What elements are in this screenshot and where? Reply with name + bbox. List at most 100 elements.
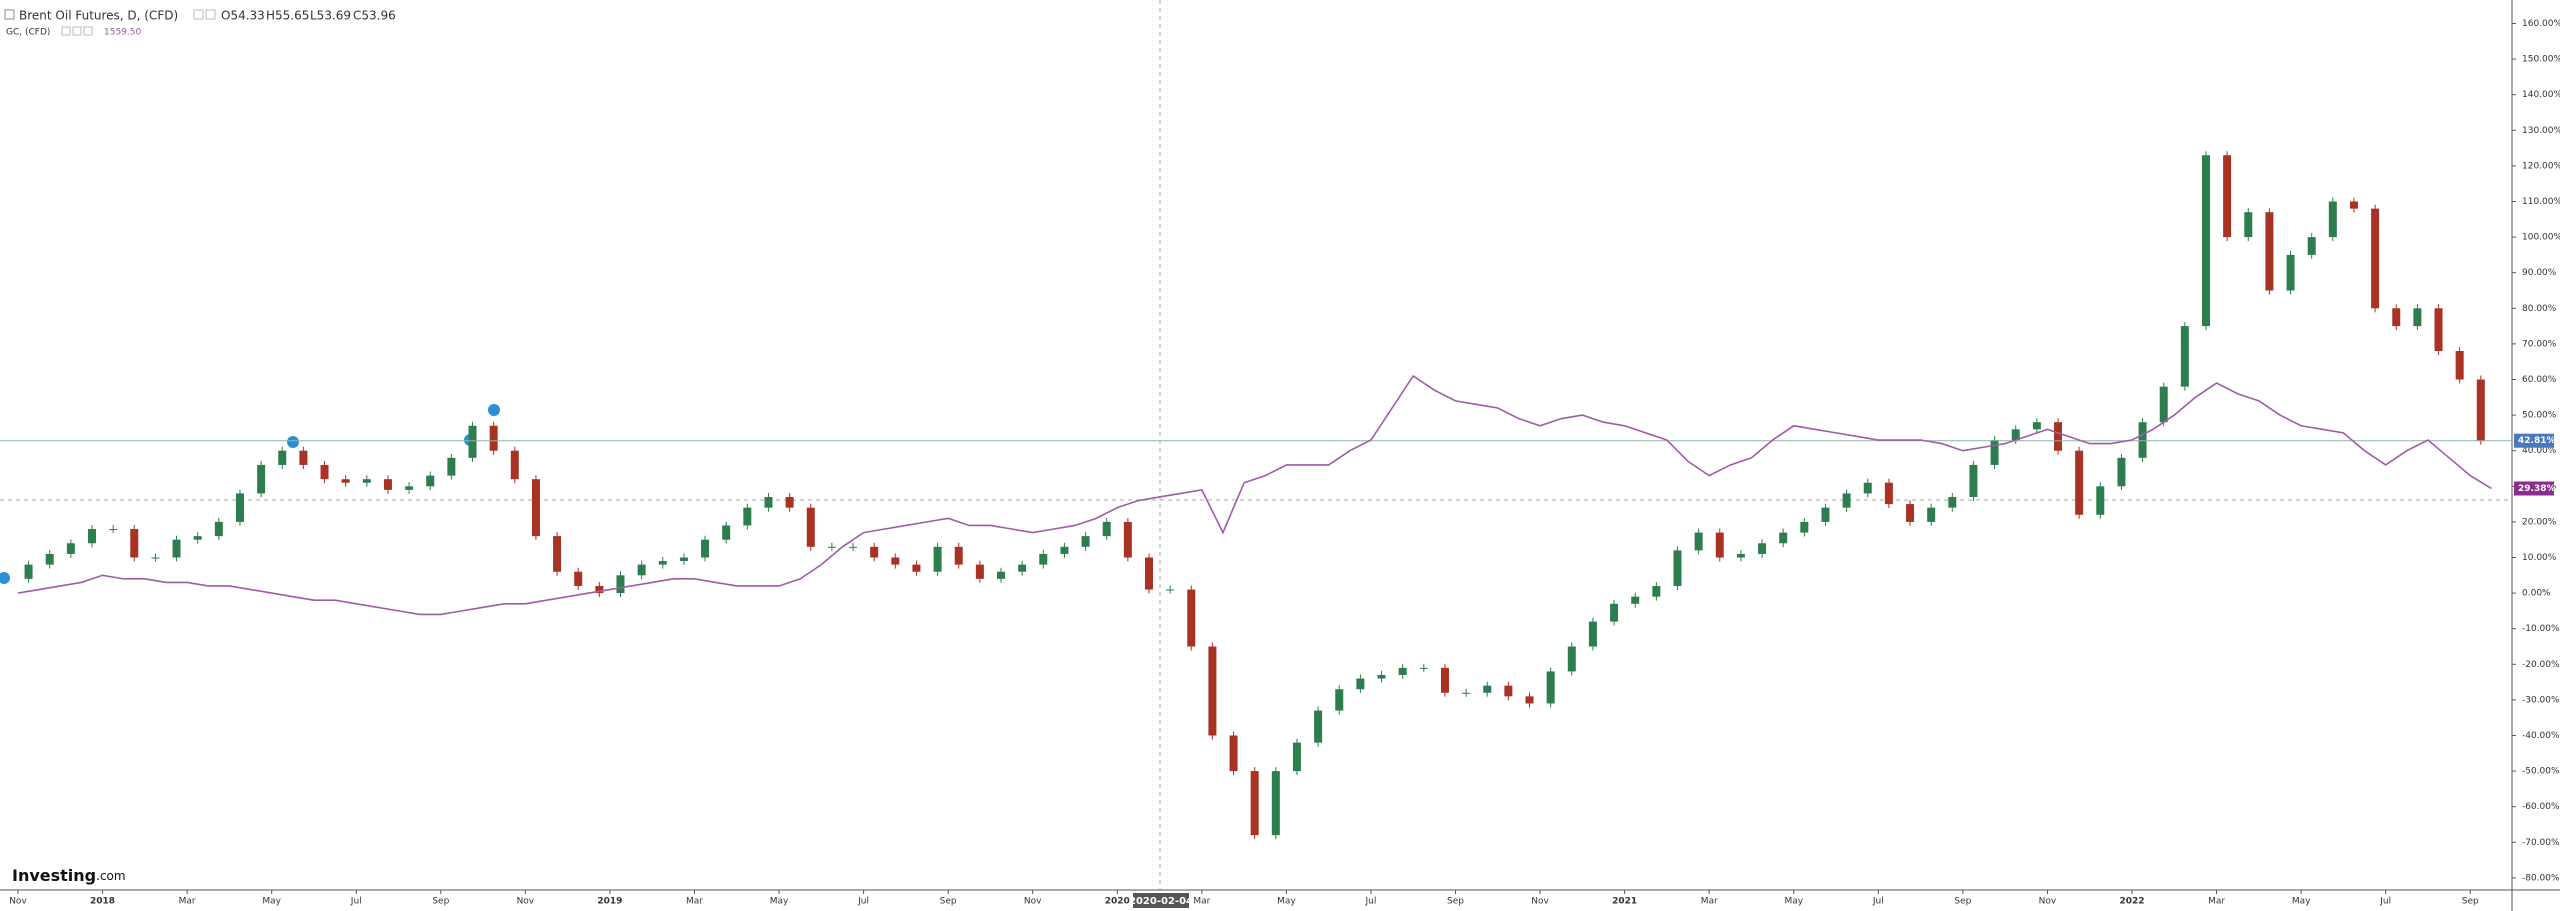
candle-body <box>1377 674 1386 679</box>
x-tick-label: Sep <box>940 897 957 907</box>
x-tick-label: Mar <box>1701 897 1718 907</box>
x-tick-label: Sep <box>2462 897 2479 907</box>
x-tick-label: 2018 <box>90 897 115 907</box>
event-marker[interactable] <box>287 436 299 448</box>
candle-body <box>1906 504 1915 522</box>
candle-body <box>1102 521 1111 537</box>
x-tick-label: Nov <box>9 897 27 907</box>
candle-body <box>595 585 604 594</box>
candle-body <box>1758 543 1767 554</box>
candle-body <box>1631 596 1640 604</box>
settings-icon[interactable] <box>193 9 204 20</box>
candle-body <box>743 507 752 526</box>
x-tick-label: May <box>2292 897 2311 907</box>
x-tick-label: Jul <box>1365 897 1377 907</box>
candle-body <box>1314 710 1323 743</box>
candle-body <box>1800 521 1809 533</box>
candle-body <box>2307 237 2316 255</box>
candle-body <box>1990 440 1999 465</box>
close-icon[interactable] <box>205 9 216 20</box>
candle-body <box>2054 422 2063 451</box>
y-tick-label: 120.00% <box>2522 161 2560 171</box>
last-price-label: 29.38% <box>2518 484 2556 494</box>
compare-title: GC, (CFD) <box>6 28 50 38</box>
y-tick-label: 40.00% <box>2522 446 2557 456</box>
y-tick-label: 150.00% <box>2522 55 2560 65</box>
y-tick-label: 0.00% <box>2522 589 2551 599</box>
candle-body <box>2349 201 2358 209</box>
x-tick-label: May <box>770 897 789 907</box>
candle-body <box>489 425 498 451</box>
x-tick-label: Mar <box>179 897 196 907</box>
candle-body <box>299 450 308 465</box>
candle-body <box>468 425 477 458</box>
candle-body <box>553 536 562 572</box>
candle-body <box>2159 386 2168 423</box>
candle-body <box>1250 771 1259 836</box>
x-tick-label: Nov <box>517 897 535 907</box>
x-tick-label: Nov <box>1531 897 1549 907</box>
candle-body <box>1821 507 1830 522</box>
candle-body <box>2265 212 2274 291</box>
x-tick-label: 2020 <box>1105 897 1130 907</box>
candle-body <box>1927 507 1936 522</box>
compare-last: 1559.50 <box>104 28 141 38</box>
candle-body <box>2434 308 2443 352</box>
candle-body <box>764 496 773 508</box>
y-tick-label: 90.00% <box>2522 268 2557 278</box>
x-tick-label: Jul <box>1872 897 1884 907</box>
candle-body <box>574 571 583 586</box>
candle-body <box>891 557 900 565</box>
candle-body <box>1504 685 1513 697</box>
candle-body <box>2413 308 2422 327</box>
candle-body <box>1652 585 1661 597</box>
x-tick-label: 2021 <box>1612 897 1637 907</box>
candle-body <box>45 553 54 565</box>
candle-body <box>870 546 879 558</box>
candle-body <box>341 479 350 483</box>
candle-body <box>24 564 33 579</box>
ohlc-close: C53.96 <box>353 9 396 23</box>
crosshair-label-box <box>1133 893 1189 908</box>
candle-body <box>637 564 646 576</box>
candle-body <box>2096 486 2105 515</box>
ohlc-open: O54.33 <box>221 9 265 23</box>
last-price-box <box>2514 481 2554 496</box>
candle-body <box>130 529 139 558</box>
candle-body <box>1208 646 1217 736</box>
x-tick-label: Mar <box>686 897 703 907</box>
logo-brand: Investing <box>12 866 96 885</box>
candle-body <box>1018 564 1027 572</box>
candle-body <box>2011 429 2020 441</box>
candle-body <box>954 546 963 565</box>
candle-body <box>1863 482 1872 494</box>
candle-body <box>66 543 75 554</box>
y-tick-label: -50.00% <box>2522 767 2560 777</box>
event-marker[interactable] <box>0 572 10 584</box>
candle-body <box>1462 692 1471 694</box>
last-price-box <box>2514 433 2554 448</box>
event-marker[interactable] <box>488 404 500 416</box>
candle-body <box>87 529 96 544</box>
candle-body <box>849 546 858 548</box>
candle-body <box>1292 742 1301 772</box>
ohlc-high: H55.65 <box>266 9 309 23</box>
candle-body <box>362 479 371 483</box>
compare-icon[interactable] <box>83 26 93 36</box>
candle-body <box>827 546 836 548</box>
compare-icon[interactable] <box>61 26 71 36</box>
series-title: Brent Oil Futures, D, (CFD) <box>19 9 178 23</box>
candle-body <box>2201 155 2210 327</box>
candle-body <box>510 450 519 480</box>
candle-body <box>1715 532 1724 558</box>
candle-body <box>1123 521 1132 558</box>
y-tick-label: 10.00% <box>2522 553 2557 563</box>
candle-body <box>1440 667 1449 693</box>
candle-body <box>2371 208 2380 309</box>
candle-body <box>1525 696 1534 704</box>
candle-body <box>2117 457 2126 487</box>
candle-body <box>679 557 688 562</box>
compare-icon[interactable] <box>72 26 82 36</box>
candle-body <box>2138 422 2147 458</box>
collapse-icon[interactable] <box>4 9 15 20</box>
